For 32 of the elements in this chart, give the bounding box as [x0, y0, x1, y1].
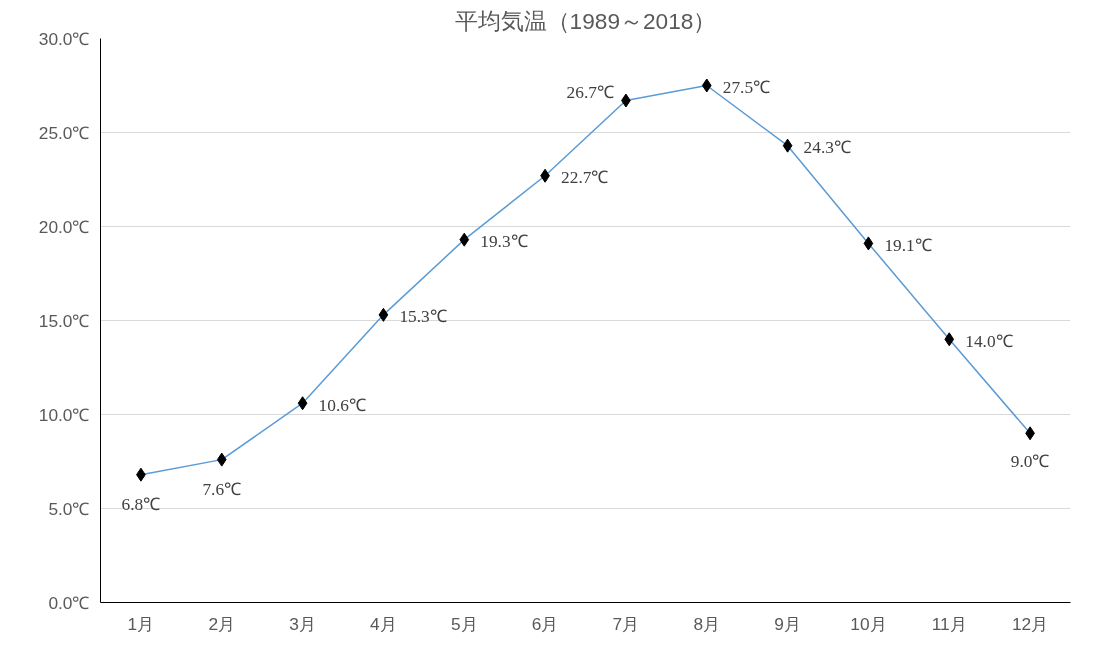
data-label: 15.3℃	[399, 307, 447, 327]
data-label: 26.7℃	[566, 83, 614, 103]
x-tick-label: 7月	[612, 613, 640, 634]
x-tick-label: 4月	[370, 613, 397, 634]
y-tick-label: 15.0℃	[38, 310, 90, 331]
data-label: 6.8℃	[121, 495, 161, 515]
x-tick-label: 3月	[289, 613, 316, 634]
x-tick-label: 8月	[693, 613, 721, 634]
y-tick-label: 5.0℃	[48, 498, 90, 519]
x-tick-label: 11月	[931, 613, 967, 634]
data-label: 19.1℃	[884, 235, 932, 255]
data-label: 24.3℃	[803, 138, 851, 158]
x-tick-label: 9月	[774, 613, 801, 634]
data-label: 27.5℃	[722, 78, 771, 97]
x-tick-label: 1月	[127, 613, 155, 634]
x-tick-label: 12月	[1011, 613, 1049, 634]
y-tick-label: 25.0℃	[38, 122, 90, 143]
data-label: 9.0℃	[1010, 451, 1050, 471]
data-label: 22.7℃	[561, 168, 609, 188]
y-tick-label: 0.0℃	[48, 592, 90, 613]
data-label: 7.6℃	[202, 480, 242, 500]
data-label: 10.6℃	[318, 395, 366, 415]
data-label: 19.3℃	[480, 232, 528, 252]
x-tick-label: 2月	[208, 613, 236, 634]
y-tick-label: 30.0℃	[38, 28, 90, 49]
data-label: 14.0℃	[965, 331, 1013, 351]
x-tick-label: 10月	[850, 613, 887, 634]
y-tick-label: 10.0℃	[38, 404, 90, 425]
x-tick-label: 6月	[531, 613, 559, 634]
x-tick-label: 5月	[450, 613, 478, 634]
y-tick-label: 20.0℃	[38, 216, 90, 237]
chart-title: 平均気温（1989～2018）	[454, 7, 717, 34]
